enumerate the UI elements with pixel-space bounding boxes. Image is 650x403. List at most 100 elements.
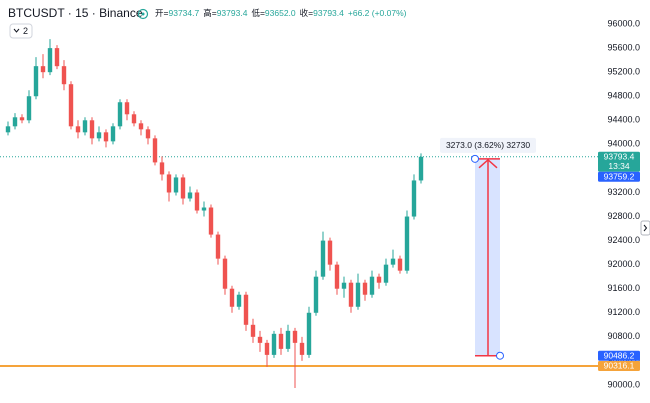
chart-title: BTCUSDT · 15 · Binance bbox=[8, 6, 143, 20]
candle-body bbox=[411, 180, 417, 217]
candle-body bbox=[82, 120, 88, 133]
candle-body bbox=[257, 336, 263, 343]
y-tick-label: 96000.0 bbox=[607, 18, 640, 28]
axis-scroll-icon[interactable] bbox=[640, 220, 650, 236]
y-tick-label: 91200.0 bbox=[607, 307, 640, 317]
candle-body bbox=[40, 66, 46, 73]
price-badge bbox=[598, 360, 640, 371]
candle-body bbox=[271, 333, 277, 355]
legend-eq: = bbox=[164, 8, 169, 18]
candle-body bbox=[12, 117, 18, 127]
y-tick-label: 94800.0 bbox=[607, 91, 640, 101]
price-badge-time: 13:34 bbox=[608, 161, 630, 171]
legend-eq: = bbox=[212, 8, 217, 18]
legend-label: 高 bbox=[203, 8, 212, 18]
candle-body bbox=[26, 96, 32, 121]
candle-body bbox=[173, 177, 179, 193]
measure-label: 3273.0 (3.62%) 32730 bbox=[446, 140, 530, 150]
candle-body bbox=[201, 207, 207, 211]
candle-body bbox=[362, 282, 368, 295]
candle-body bbox=[159, 162, 165, 175]
candle-body bbox=[299, 342, 305, 355]
y-tick-label: 95600.0 bbox=[607, 42, 640, 52]
candle-body bbox=[348, 282, 354, 307]
legend-change: +66.2 (+0.07%) bbox=[348, 8, 407, 18]
candle-body bbox=[208, 207, 214, 235]
candle-body bbox=[229, 288, 235, 307]
candle-body bbox=[292, 330, 298, 343]
candle-body bbox=[383, 264, 389, 283]
y-tick-label: 94400.0 bbox=[607, 115, 640, 125]
candle-body bbox=[390, 258, 396, 265]
candle-body bbox=[152, 138, 158, 163]
candle-body bbox=[376, 276, 382, 283]
candle-body bbox=[103, 132, 109, 142]
scroll-box bbox=[640, 220, 650, 236]
visibility-dot bbox=[141, 12, 145, 16]
y-tick-label: 93200.0 bbox=[607, 187, 640, 197]
y-tick-label: 92400.0 bbox=[607, 235, 640, 245]
candle-body bbox=[236, 294, 242, 307]
candle-body bbox=[341, 282, 347, 289]
legend-eq: = bbox=[308, 8, 313, 18]
y-tick-label: 92800.0 bbox=[607, 211, 640, 221]
y-tick-label: 92000.0 bbox=[607, 259, 640, 269]
legend-value: 93734.7 bbox=[168, 8, 199, 18]
candle-body bbox=[131, 114, 137, 124]
legend-label: 收 bbox=[300, 8, 309, 18]
candle-body bbox=[355, 282, 361, 307]
candle-body bbox=[5, 126, 11, 133]
price-badge-label: 93793.4 bbox=[604, 151, 635, 161]
candle-body bbox=[68, 84, 74, 127]
candle-body bbox=[418, 156, 424, 181]
candle-body bbox=[110, 126, 116, 142]
candle-body bbox=[89, 120, 95, 139]
indicator-count: 2 bbox=[23, 26, 28, 36]
candle-body bbox=[47, 48, 53, 73]
candle-body bbox=[54, 48, 60, 67]
y-tick-label: 95200.0 bbox=[607, 67, 640, 77]
measure-label-bg bbox=[440, 137, 536, 153]
candle-body bbox=[306, 312, 312, 355]
candle-body bbox=[194, 192, 200, 211]
candle-body bbox=[404, 216, 410, 271]
candle-body bbox=[369, 276, 375, 295]
legend-value: 93793.4 bbox=[313, 8, 344, 18]
candle-body bbox=[320, 240, 326, 277]
candle-body bbox=[96, 132, 102, 139]
candle-body bbox=[285, 330, 291, 349]
candle-body bbox=[124, 102, 130, 115]
visibility-icon[interactable] bbox=[137, 8, 149, 20]
price-badge-label: 93759.2 bbox=[604, 171, 635, 181]
price-badge-label: 90316.1 bbox=[604, 360, 635, 370]
measure-handle[interactable] bbox=[471, 154, 479, 163]
y-tick-label: 94000.0 bbox=[607, 139, 640, 149]
legend-value: 93652.0 bbox=[265, 8, 296, 18]
price-badge bbox=[598, 151, 640, 172]
candle-body bbox=[187, 192, 193, 199]
candle-body bbox=[33, 66, 39, 97]
candle-body bbox=[334, 264, 340, 289]
scroll-arrow bbox=[643, 224, 648, 232]
legend-label: 低 bbox=[251, 8, 260, 18]
toggle-box bbox=[9, 23, 33, 39]
y-tick-label: 90800.0 bbox=[607, 331, 640, 341]
measure-arrowhead bbox=[478, 158, 498, 169]
candle-body bbox=[397, 258, 403, 271]
candle-body bbox=[117, 102, 123, 127]
candle-body bbox=[243, 294, 249, 325]
indicator-toggle[interactable]: 2 bbox=[9, 23, 33, 39]
candle-body bbox=[250, 324, 256, 337]
candle-body bbox=[278, 333, 284, 349]
toggle-chevron bbox=[13, 28, 20, 33]
candle-body bbox=[138, 123, 144, 130]
measure-handle[interactable] bbox=[496, 351, 504, 360]
price-badge bbox=[598, 171, 640, 182]
legend-label: 开 bbox=[155, 8, 164, 18]
candle-body bbox=[75, 126, 81, 133]
candle-body bbox=[166, 174, 172, 193]
ohlc-legend: 开=93734.7 高=93793.4 低=93652.0 收=93793.4 +66.… bbox=[155, 8, 407, 18]
candle-body bbox=[313, 276, 319, 313]
candle-body bbox=[264, 342, 270, 355]
